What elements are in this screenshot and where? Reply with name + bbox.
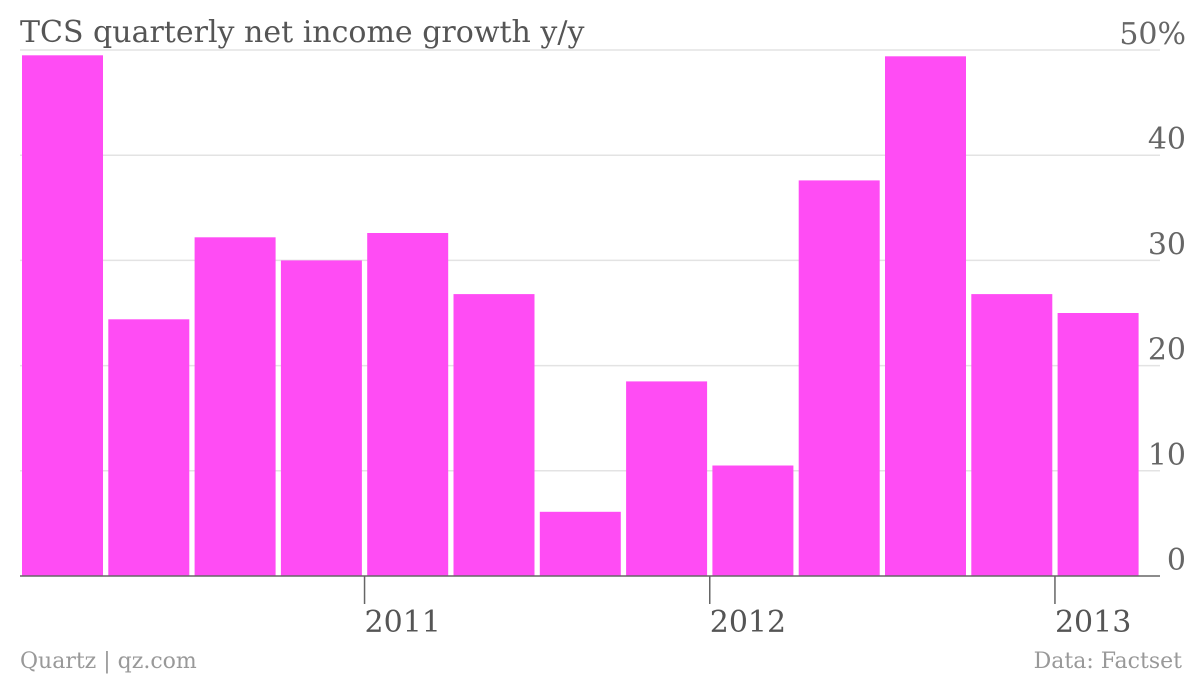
bar [885, 56, 966, 577]
y-tick-label: 50% [1119, 17, 1186, 52]
y-tick-label: 20 [1148, 333, 1186, 368]
x-tick-label: 2011 [365, 605, 441, 640]
bar [712, 465, 794, 576]
bar [367, 233, 449, 576]
bar [971, 294, 1053, 576]
bar [108, 319, 190, 576]
bars [22, 55, 1139, 577]
y-tick-label: 30 [1148, 227, 1186, 262]
y-tick-label: 40 [1148, 122, 1186, 157]
source-credit: Quartz | qz.com [20, 649, 197, 674]
bar [1057, 313, 1139, 576]
x-axis-ticks: 2011 2012 2013 [363, 576, 1131, 640]
bar [280, 260, 362, 576]
bar [798, 180, 880, 576]
bar [194, 237, 276, 577]
bar [626, 381, 708, 576]
chart-title: TCS quarterly net income growth y/y [20, 15, 584, 50]
y-axis-ticks: 50% 40 30 20 10 0 [1119, 17, 1186, 578]
x-tick-label: 2012 [710, 605, 786, 640]
bar [453, 294, 535, 576]
y-tick-label: 10 [1148, 438, 1186, 473]
data-source: Data: Factset [1034, 649, 1182, 674]
bar [539, 511, 621, 576]
x-tick-label: 2013 [1055, 605, 1131, 640]
y-tick-label: 0 [1167, 543, 1186, 578]
bar [22, 55, 103, 577]
